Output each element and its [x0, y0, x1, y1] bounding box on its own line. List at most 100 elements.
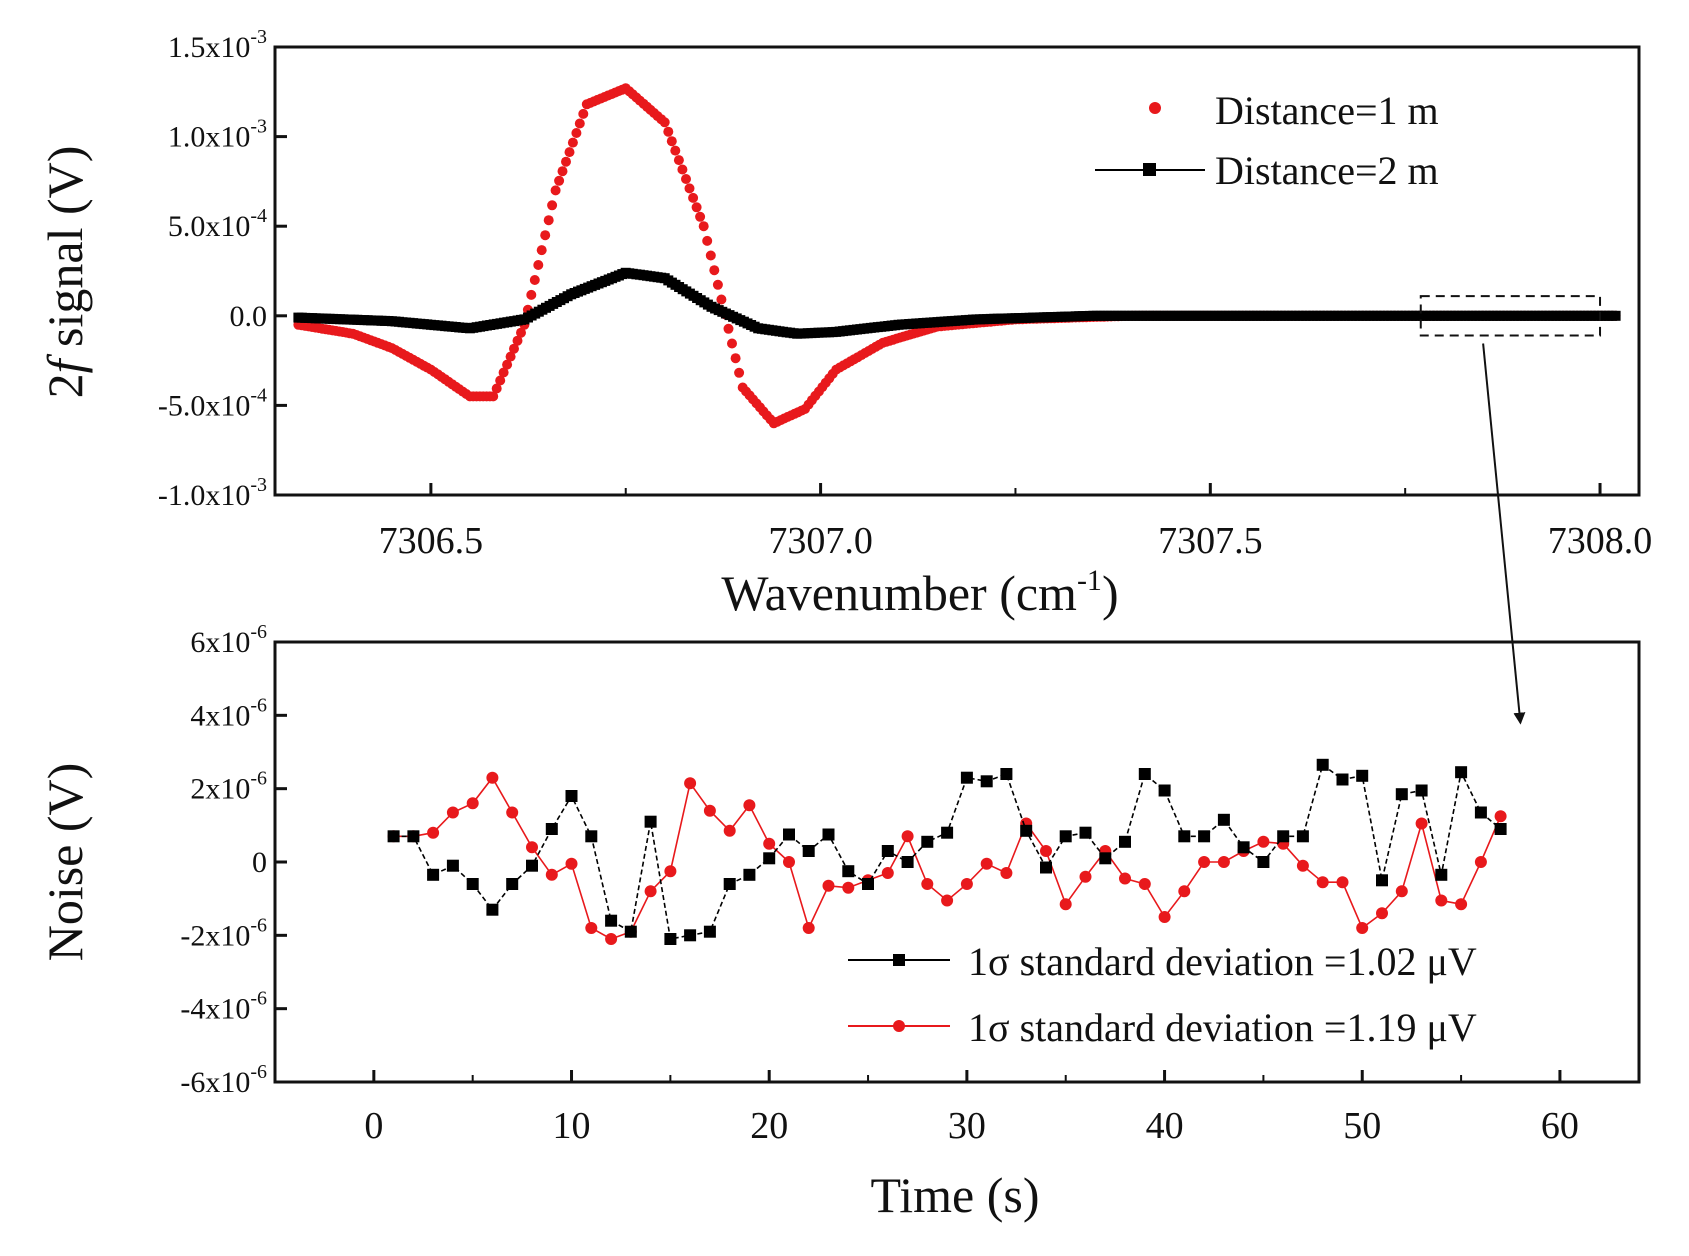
p1-red-point-77 [561, 156, 571, 167]
p2-red-point-46 [1296, 859, 1309, 872]
p1-red-point-105 [659, 117, 670, 128]
p2-black-point-32 [1020, 824, 1033, 837]
p2-red-point-38 [1138, 878, 1151, 890]
p2-black-point-44 [1257, 856, 1270, 868]
p2-y-tick-label-4: 2x10-6 [190, 768, 267, 806]
p2-black-point-21 [802, 845, 815, 857]
p2-y-tick-label-6: 6x10-6 [190, 621, 267, 659]
p1-red-point-72 [543, 215, 554, 226]
p1-ticks-layer: 7306.5 7307.0 7307.5 7308.0 -1.0x10-3 -5.0x10… [158, 26, 1652, 562]
p2-black-point-6 [506, 878, 519, 890]
p2-black-series-line [393, 763, 1502, 940]
p2-red-point-35 [1079, 870, 1092, 883]
p2-y-tick-label-1: -4x10-6 [180, 988, 267, 1026]
p2-red-point-40 [1178, 885, 1191, 898]
p1-legend-marker-black [1143, 163, 1156, 176]
p1-red-point-74 [550, 185, 561, 196]
p2-black-point-25 [881, 845, 894, 857]
p1-annotation-layer [1419, 295, 1602, 725]
p2-black-point-35 [1079, 826, 1092, 839]
p1-y-tick-label-5: 1.5x10-3 [168, 26, 267, 64]
p2-black-point-37 [1119, 835, 1131, 848]
p2-x-tick-label-5: 50 [1343, 1105, 1381, 1147]
p2-red-point-23 [842, 881, 855, 894]
p2-red-point-26 [901, 830, 914, 843]
p1-red-point-120 [712, 279, 723, 290]
p2-black-point-13 [644, 815, 657, 828]
p2-black-point-7 [526, 859, 538, 872]
p2-red-point-13 [644, 885, 657, 898]
p2-red-point-15 [684, 777, 697, 790]
p2-red-point-16 [703, 804, 716, 817]
p2-black-point-29 [960, 771, 973, 784]
p1-x-tick-label-0: 7306.5 [379, 520, 484, 562]
p1-red-point-79 [567, 137, 578, 148]
p2-red-point-21 [802, 922, 815, 934]
p1-x-tick-label-3: 7308.0 [1548, 520, 1653, 562]
p2-x-tick-label-2: 20 [750, 1105, 788, 1147]
p1-red-point-56 [488, 391, 499, 402]
p2-red-point-17 [723, 824, 736, 837]
p2-black-point-1 [407, 830, 420, 843]
p1-red-point-69 [533, 260, 544, 270]
p1-y-tick-label-0: -1.0x10-3 [158, 474, 267, 512]
p2-black-point-16 [703, 925, 716, 938]
p1-legend: Distance=1 m Distance=2 m [1095, 88, 1439, 193]
p2-red-point-5 [486, 771, 499, 784]
p2-ticks-layer: 0 10 20 30 40 50 60 -6x10-6 -4x10-6 -2x10-6 0 2x10-… [180, 621, 1579, 1147]
p2-legend-marker-red [893, 1020, 905, 1032]
p2-red-point-28 [941, 894, 954, 907]
p2-red-point-8 [545, 868, 558, 881]
panel-2f-signal: 7306.5 7307.0 7307.5 7308.0 -1.0x10-3 -5.0x10… [37, 26, 1652, 725]
zoom-arrow [1482, 343, 1526, 725]
p2-red-point-34 [1059, 898, 1072, 911]
p1-red-point-121 [716, 294, 727, 305]
p2-black-point-11 [605, 914, 618, 927]
p2-black-point-5 [486, 903, 499, 916]
p1-red-point-73 [547, 200, 558, 211]
p2-red-point-29 [960, 878, 973, 890]
p1-red-point-76 [557, 166, 568, 177]
p1-red-point-64 [516, 327, 526, 338]
p1-red-point-113 [688, 192, 699, 203]
p2-black-point-38 [1138, 768, 1151, 780]
p2-red-point-56 [1494, 810, 1507, 823]
p2-black-point-45 [1277, 830, 1290, 843]
p2-red-point-31 [1000, 867, 1013, 879]
p2-legend: 1σ standard deviation =1.02 μV 1σ standa… [848, 939, 1477, 1050]
p1-y-tick-label-3: 5.0x10-4 [168, 205, 267, 243]
p2-black-point-46 [1296, 830, 1309, 843]
p1-legend-label-1: Distance=1 m [1215, 88, 1439, 133]
p1-y-tick-label-1: -5.0x10-4 [158, 384, 267, 422]
p2-red-point-47 [1316, 876, 1329, 889]
p1-red-point-111 [681, 174, 691, 184]
p1-red-point-82 [578, 108, 589, 119]
p2-x-tick-label-3: 30 [948, 1105, 986, 1147]
p1-red-point-70 [536, 245, 547, 256]
p2-red-point-25 [881, 867, 894, 879]
p2-black-point-36 [1099, 852, 1112, 865]
p2-black-point-34 [1059, 830, 1072, 843]
p2-red-point-27 [921, 878, 934, 890]
p1-y-axis-title-suffix: signal (V) [37, 146, 93, 360]
p2-red-point-22 [822, 879, 835, 892]
p2-red-point-44 [1257, 835, 1270, 848]
p1-x-axis-title-sup: -1 [1077, 564, 1102, 597]
p2-red-point-41 [1198, 856, 1211, 868]
p1-red-point-71 [540, 230, 551, 241]
p2-red-point-54 [1455, 898, 1468, 911]
p2-black-point-50 [1376, 874, 1388, 887]
p2-red-point-53 [1435, 894, 1448, 907]
p1-red-point-108 [670, 145, 681, 156]
p2-red-point-42 [1217, 856, 1230, 868]
p2-black-point-39 [1158, 784, 1171, 797]
p1-red-point-124 [727, 338, 737, 349]
p2-black-point-54 [1455, 766, 1468, 779]
p2-black-point-3 [446, 859, 459, 872]
p2-black-point-14 [664, 933, 677, 945]
p1-y-tick-label-2: 0.0 [230, 300, 268, 333]
p2-black-point-56 [1494, 823, 1507, 835]
p1-red-point-59 [498, 367, 509, 378]
p2-black-point-40 [1178, 830, 1191, 843]
p1-red-point-80 [571, 128, 582, 138]
